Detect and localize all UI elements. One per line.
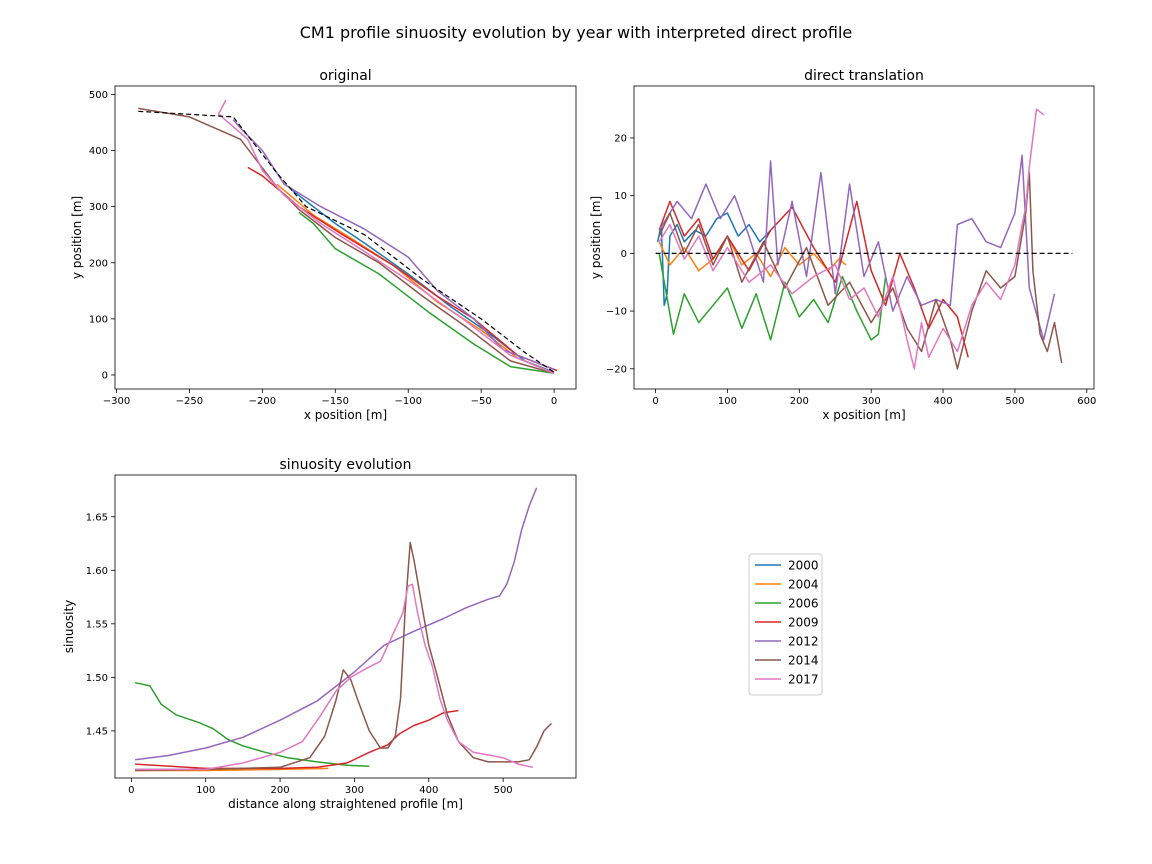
legend-entry-2014: 2014 (755, 654, 819, 668)
series-line-2017 (135, 583, 534, 771)
x-tick-label: 400 (934, 396, 953, 407)
y-tick-label: 400 (89, 146, 108, 157)
x-axis-label: x position [m] (304, 408, 387, 422)
y-tick-label: 1.55 (86, 619, 108, 630)
legend-label: 2004 (788, 578, 819, 592)
series-line-2009 (247, 166, 558, 372)
panel-original: original −300 −250 −200 −150 −100 −50 0 0 100 200 3… (70, 68, 577, 422)
y-axis-label: y position [m] (589, 196, 603, 279)
y-tick-label: 500 (89, 90, 108, 101)
x-tick-label: −150 (322, 396, 349, 407)
legend-entry-2004: 2004 (755, 578, 819, 592)
y-tick-label: 0 (102, 370, 108, 381)
legend-label: 2000 (788, 559, 819, 573)
y-tick-label: 1.45 (86, 726, 108, 737)
legend: 2000 2004 2006 2009 2012 2014 2017 (748, 553, 823, 696)
legend-label: 2009 (788, 616, 819, 630)
axes-frame (114, 474, 577, 779)
y-axis-label: sinuosity (62, 600, 76, 654)
legend-entry-2009: 2009 (755, 616, 819, 630)
x-tick-label: 100 (196, 785, 215, 796)
series-line-2012 (658, 154, 1056, 341)
legend-label: 2012 (788, 635, 819, 649)
x-axis-label: x position [m] (822, 408, 905, 422)
panel-title: direct translation (804, 68, 924, 84)
y-tick-label: 200 (89, 258, 108, 269)
y-tick-label: 300 (89, 202, 108, 213)
y-tick-label: −10 (606, 307, 627, 318)
x-tick-label: 200 (271, 785, 290, 796)
x-tick-label: 200 (790, 396, 809, 407)
x-tick-label: −250 (176, 396, 203, 407)
plot-area (138, 99, 558, 375)
panel-title: original (319, 68, 371, 84)
reference-line (138, 110, 555, 373)
y-tick-label: −20 (606, 364, 627, 375)
legend-entry-2000: 2000 (755, 559, 819, 573)
x-tick-label: 500 (494, 785, 513, 796)
axes-frame (633, 85, 1095, 390)
x-tick-label: 500 (1005, 396, 1024, 407)
x-tick-label: 300 (862, 396, 881, 407)
x-tick-label: 0 (652, 396, 658, 407)
series-line-2014 (135, 541, 553, 772)
y-tick-label: 1.65 (86, 512, 108, 523)
series-line-2012 (135, 487, 538, 761)
series-line-2017 (658, 108, 1045, 370)
legend-label: 2017 (788, 673, 819, 687)
y-tick-label: 10 (614, 191, 627, 202)
x-tick-label: 0 (551, 396, 557, 407)
y-tick-label: 1.50 (86, 673, 108, 684)
series-line-2014 (138, 107, 555, 375)
x-tick-label: 0 (128, 785, 134, 796)
plot-area (134, 487, 553, 772)
x-axis-label: distance along straightened profile [m] (228, 797, 463, 811)
x-tick-label: 300 (345, 785, 364, 796)
legend-entry-2006: 2006 (755, 597, 819, 611)
panel-sinuosity-evolution: sinuosity evolution 0 100 200 300 400 500 1.45 1… (62, 457, 577, 811)
x-tick-label: 600 (1077, 396, 1096, 407)
y-axis-label: y position [m] (70, 196, 84, 279)
figure-suptitle: CM1 profile sinuosity evolution by year … (300, 23, 853, 42)
x-tick-label: −200 (249, 396, 276, 407)
panel-title: sinuosity evolution (280, 457, 412, 473)
series-line-2012 (232, 119, 555, 371)
x-tick-label: −100 (394, 396, 421, 407)
series-line-2009 (658, 200, 969, 358)
axes-frame (114, 85, 577, 390)
x-tick-label: −300 (103, 396, 130, 407)
y-tick-label: 20 (614, 133, 627, 144)
legend-label: 2006 (788, 597, 819, 611)
x-tick-label: 400 (419, 785, 438, 796)
legend-entry-2012: 2012 (755, 635, 819, 649)
series-line-2006 (134, 681, 370, 767)
y-tick-label: 0 (621, 249, 627, 260)
legend-entry-2017: 2017 (755, 673, 819, 687)
series-line-2017 (217, 99, 555, 374)
series-line-2014 (658, 171, 1063, 370)
series-line-2006 (298, 211, 555, 375)
y-tick-label: 100 (89, 314, 108, 325)
x-tick-label: 100 (718, 396, 737, 407)
y-tick-label: 1.60 (86, 566, 108, 577)
x-tick-label: −50 (471, 396, 492, 407)
plot-area (655, 108, 1073, 370)
series-line-2006 (658, 253, 887, 341)
legend-label: 2014 (788, 654, 819, 668)
